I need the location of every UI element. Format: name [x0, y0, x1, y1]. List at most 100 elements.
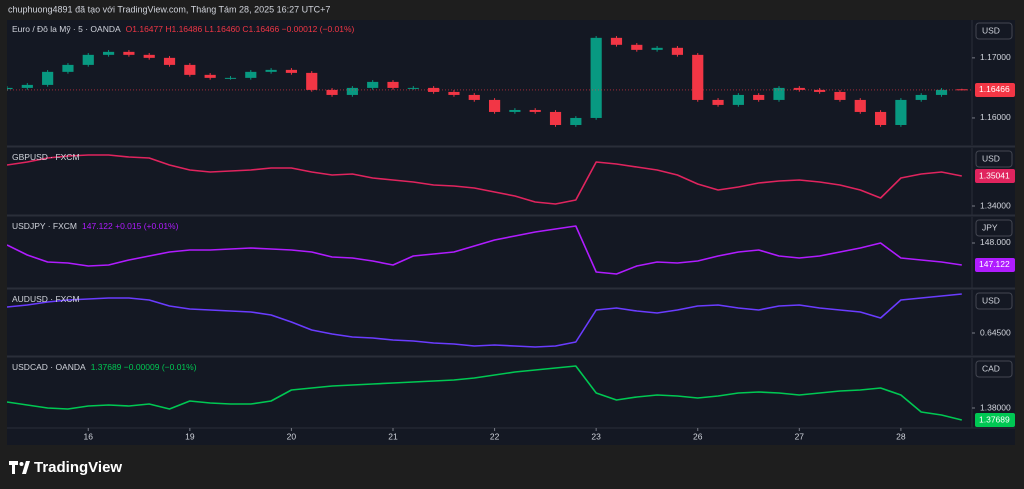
x-tick-label: 27 — [795, 431, 805, 441]
pane-series — [7, 225, 962, 275]
candle-body — [549, 111, 562, 125]
last-value-box — [975, 413, 1015, 428]
y-tick-label: 0.64500 — [980, 327, 1011, 337]
pane-series — [7, 365, 962, 421]
currency-box — [975, 22, 1013, 40]
candle-body — [793, 87, 805, 90]
candle-body — [163, 57, 176, 65]
candle-body — [590, 37, 602, 118]
last-value-box — [975, 82, 1015, 97]
candle-body — [204, 74, 216, 78]
candle-body — [468, 94, 480, 100]
candle-body — [814, 89, 826, 92]
x-tick-label: 19 — [185, 431, 195, 441]
currency-box — [975, 292, 1013, 310]
candle-body — [224, 77, 237, 79]
candle-body — [42, 71, 54, 85]
chart-area — [7, 20, 1015, 445]
candle-body — [326, 89, 338, 95]
pane-title: USDCAD · OANDA — [12, 362, 86, 372]
candle-body — [732, 94, 744, 105]
candle-body — [143, 54, 155, 58]
candle-body — [488, 99, 501, 112]
last-value-box — [975, 169, 1015, 184]
y-tick-label: 1.38000 — [980, 402, 1011, 412]
brand-name: TradingView — [34, 459, 122, 476]
pane-legend: AUDUSD · FXCM — [12, 294, 80, 304]
pane-series — [7, 293, 962, 348]
x-tick-label: 28 — [896, 431, 906, 441]
candle-body — [82, 54, 94, 65]
candle-body — [367, 81, 379, 88]
currency-box — [975, 219, 1013, 237]
brand: TradingView — [9, 459, 122, 476]
x-tick-label: 21 — [388, 431, 398, 441]
pane-title: GBPUSD · FXCM — [12, 152, 80, 162]
brand-logo — [9, 461, 18, 474]
currency-box — [975, 360, 1013, 378]
pane-series — [7, 154, 962, 205]
currency-label: CAD — [982, 363, 1000, 373]
candle-body — [265, 69, 277, 72]
pane-title: AUDUSD · FXCM — [12, 294, 80, 304]
candle-body — [610, 37, 623, 45]
x-tick-label: 20 — [287, 431, 297, 441]
candle-body — [7, 87, 13, 90]
pane-status: 1.37689 −0.00009 (−0.01%) — [91, 362, 197, 372]
price-line — [7, 225, 962, 275]
candle-body — [651, 47, 663, 50]
y-tick-label: 148.000 — [980, 237, 1011, 247]
candle-body — [854, 99, 866, 112]
candle-body — [102, 51, 115, 55]
candle-body — [62, 64, 74, 72]
candle-body — [692, 54, 704, 100]
candle-body — [448, 91, 460, 95]
candle-body — [407, 87, 419, 89]
candle-body — [387, 81, 399, 88]
x-tick-label: 16 — [84, 431, 94, 441]
candle-body — [671, 47, 684, 55]
pane-series — [7, 36, 972, 127]
plot-area — [7, 36, 972, 421]
brand-logo-slash — [22, 461, 30, 474]
pane-status: 147.122 +0.015 (+0.01%) — [82, 221, 179, 231]
currency-label: USD — [982, 25, 1000, 35]
price-line — [7, 154, 962, 205]
currency-label: USD — [982, 295, 1000, 305]
y-tick-label: 1.17000 — [980, 52, 1011, 62]
candle-body — [631, 44, 643, 50]
y-tick-label: 1.16000 — [980, 112, 1011, 122]
brand-logo-dot — [19, 462, 24, 466]
last-value-label: 1.35041 — [979, 170, 1010, 180]
candle-body — [915, 94, 927, 100]
pane-legend: USDCAD · OANDA 1.37689 −0.00009 (−0.01%) — [12, 362, 197, 372]
last-value-box — [975, 257, 1015, 272]
candle-body — [570, 117, 582, 125]
candle-body — [753, 94, 765, 100]
candle-body — [509, 109, 521, 112]
pane-title: USDJPY · FXCM — [12, 221, 77, 231]
candle-body — [874, 111, 887, 125]
candle-body — [21, 84, 33, 88]
price-line — [7, 293, 962, 348]
candle-body — [773, 87, 785, 100]
last-value-label: 1.37689 — [979, 414, 1010, 424]
last-value-label: 1.16466 — [979, 84, 1010, 94]
y-tick-label: 1.34000 — [980, 200, 1011, 210]
candle-body — [529, 109, 541, 112]
candle-body — [184, 64, 196, 75]
candle-body — [895, 99, 907, 125]
pane-status: O1.16477 H1.16486 L1.16460 C1.16466 −0.0… — [126, 24, 355, 34]
pane-title: Euro / Đô la Mỹ · 5 · OANDA — [12, 24, 121, 34]
pane-legend: GBPUSD · FXCM — [12, 152, 80, 162]
candle-body — [123, 51, 135, 55]
candle-body — [346, 87, 358, 95]
candle-body — [935, 89, 948, 95]
candle-body — [285, 69, 298, 73]
candle-body — [834, 91, 846, 100]
charts: Euro / Đô la Mỹ · 5 · OANDA O1.16477 H1.1… — [7, 20, 1015, 441]
candle-body — [306, 72, 318, 90]
currency-label: USD — [982, 153, 1000, 163]
candle-body — [712, 99, 724, 105]
